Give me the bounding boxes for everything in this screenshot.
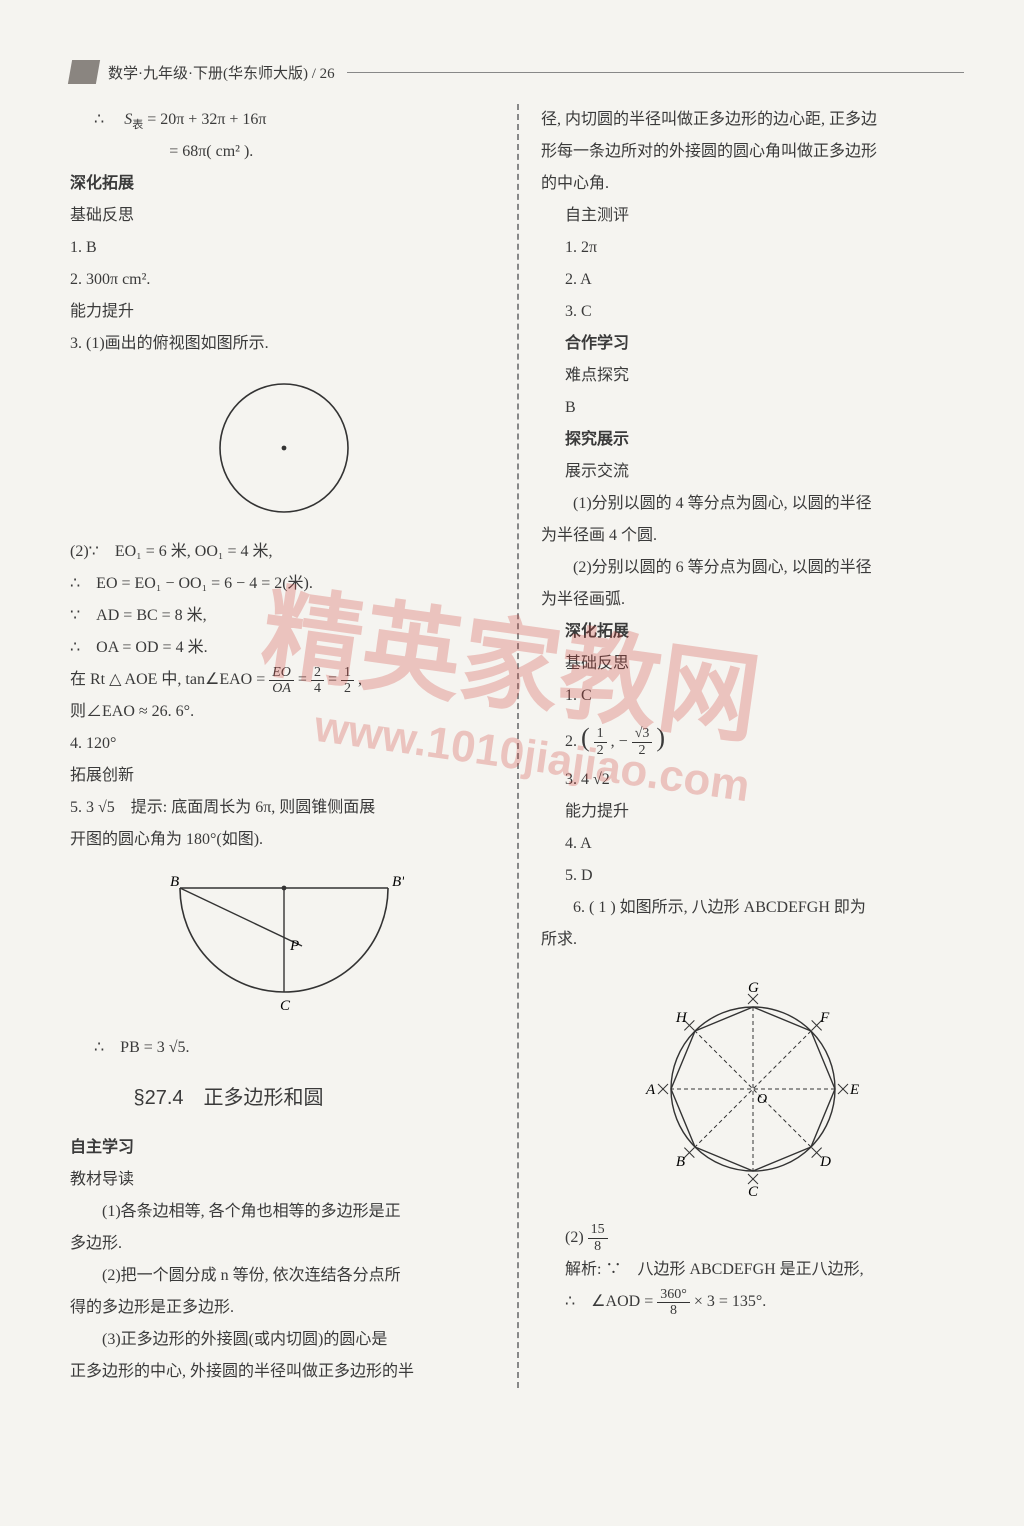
equation-surface: ∴ S表 = 20π + 32π + 16π: [70, 104, 497, 136]
heading-hezuo: 合作学习: [541, 328, 964, 360]
column-divider: [517, 104, 519, 1388]
book-icon: [68, 60, 100, 84]
heading-shenhua-r: 深化拓展: [541, 616, 964, 648]
heading-tuozhan: 拓展创新: [70, 760, 497, 792]
r-b1b: 为半径画 4 个圆.: [541, 520, 964, 552]
svg-text:E: E: [849, 1082, 859, 1098]
def-cont-a: 径, 内切圆的半径叫做正多边形的边心距, 正多边: [541, 104, 964, 136]
svg-text:O: O: [757, 1092, 767, 1107]
r-c4: 4. A: [541, 828, 964, 860]
step-2-3: ∵ AD = BC = 8 米,: [70, 600, 497, 632]
r-c3: 3. 4 √2: [541, 764, 964, 796]
heading-zhanshi: 展示交流: [541, 456, 964, 488]
r-ans-2: 2. A: [541, 264, 964, 296]
r-c1: 1. C: [541, 680, 964, 712]
svg-text:B′: B′: [392, 874, 404, 890]
page-header: 数学·九年级·下册(华东师大版) / 26: [70, 60, 964, 84]
heading-shenhua: 深化拓展: [70, 168, 497, 200]
answer-3: 3. (1)画出的俯视图如图所示.: [70, 328, 497, 360]
r-ans-1: 1. 2π: [541, 232, 964, 264]
def-cont-b: 形每一条边所对的外接圆的圆心角叫做正多边形: [541, 136, 964, 168]
step-2-6: 则∠EAO ≈ 26. 6°.: [70, 696, 497, 728]
heading-jiaocai: 教材导读: [70, 1164, 497, 1196]
figure-semicircle: B B′ P C: [70, 864, 497, 1024]
def-3a: (3)正多边形的外接圆(或内切圆)的圆心是: [70, 1324, 497, 1356]
heading-jichu-r: 基础反思: [541, 648, 964, 680]
svg-text:B: B: [170, 874, 179, 890]
def-1a: (1)各条边相等, 各个角也相等的多边形是正: [70, 1196, 497, 1228]
r-c5: 5. D: [541, 860, 964, 892]
step-2-5: 在 Rt △ AOE 中, tan∠EAO = EOOA = 24 = 12 ,: [70, 664, 497, 696]
r-c2: 2. ( 12 , − √32 ): [541, 712, 964, 764]
heading-nengli: 能力提升: [70, 296, 497, 328]
step-2-1: (2)∵ EO₁ = 6 米, OO₁ = 4 米,: [70, 536, 497, 568]
answer-5b: 开图的圆心角为 180°(如图).: [70, 824, 497, 856]
r-ans-3: 3. C: [541, 296, 964, 328]
svg-text:H: H: [674, 1010, 687, 1026]
heading-nandian: 难点探究: [541, 360, 964, 392]
def-3b: 正多边形的中心, 外接圆的半径叫做正多边形的半: [70, 1356, 497, 1388]
header-text: 数学·九年级·下册(华东师大版) / 26: [108, 62, 335, 83]
section-title: §27.4 正多边形和圆: [70, 1078, 387, 1118]
figure-octagon: OGFEDCBAH: [541, 964, 964, 1214]
heading-nengli-r: 能力提升: [541, 796, 964, 828]
def-2b: 得的多边形是正多边形.: [70, 1292, 497, 1324]
heading-zizhuceping: 自主测评: [541, 200, 964, 232]
svg-text:G: G: [748, 980, 759, 996]
equation-surface-2: = 68π( cm² ).: [70, 136, 497, 168]
left-column: ∴ S表 = 20π + 32π + 16π = 68π( cm² ). 深化拓…: [70, 104, 517, 1388]
r-b2b: 为半径画弧.: [541, 584, 964, 616]
right-column: 径, 内切圆的半径叫做正多边形的边心距, 正多边 形每一条边所对的外接圆的圆心角…: [517, 104, 964, 1388]
def-2a: (2)把一个圆分成 n 等份, 依次连结各分点所: [70, 1260, 497, 1292]
heading-tanjiu: 探究展示: [541, 424, 964, 456]
r-c6b: 所求.: [541, 924, 964, 956]
header-rule: [347, 72, 964, 73]
answer-5a: 5. 3 √5 提示: 底面周长为 6π, 则圆锥侧面展: [70, 792, 497, 824]
figure-top-view-circle: [70, 368, 497, 528]
svg-text:P: P: [289, 938, 299, 954]
svg-text:F: F: [819, 1010, 830, 1026]
def-cont-c: 的中心角.: [541, 168, 964, 200]
answer-2: 2. 300π cm².: [70, 264, 497, 296]
svg-text:C: C: [280, 998, 291, 1014]
r-d1: (2) 158: [541, 1222, 964, 1254]
r-c6a: 6. ( 1 ) 如图所示, 八边形 ABCDEFGH 即为: [541, 892, 964, 924]
r-d3: ∴ ∠AOD = 360°8 × 3 = 135°.: [541, 1286, 964, 1318]
r-b1a: (1)分别以圆的 4 等分点为圆心, 以圆的半径: [541, 488, 964, 520]
step-2-4: ∴ OA = OD = 4 米.: [70, 632, 497, 664]
answer-1: 1. B: [70, 232, 497, 264]
r-ans-b: B: [541, 392, 964, 424]
r-d2: 解析: ∵ 八边形 ABCDEFGH 是正八边形,: [541, 1254, 964, 1286]
svg-text:A: A: [645, 1082, 656, 1098]
heading-zizhu: 自主学习: [70, 1132, 497, 1164]
heading-jichu: 基础反思: [70, 200, 497, 232]
svg-text:C: C: [748, 1184, 759, 1200]
svg-text:B: B: [675, 1154, 684, 1170]
answer-4: 4. 120°: [70, 728, 497, 760]
def-1b: 多边形.: [70, 1228, 497, 1260]
r-b2a: (2)分别以圆的 6 等分点为圆心, 以圆的半径: [541, 552, 964, 584]
step-pb: ∴ PB = 3 √5.: [70, 1032, 497, 1064]
step-2-2: ∴ EO = EO₁ − OO₁ = 6 − 4 = 2(米).: [70, 568, 497, 600]
